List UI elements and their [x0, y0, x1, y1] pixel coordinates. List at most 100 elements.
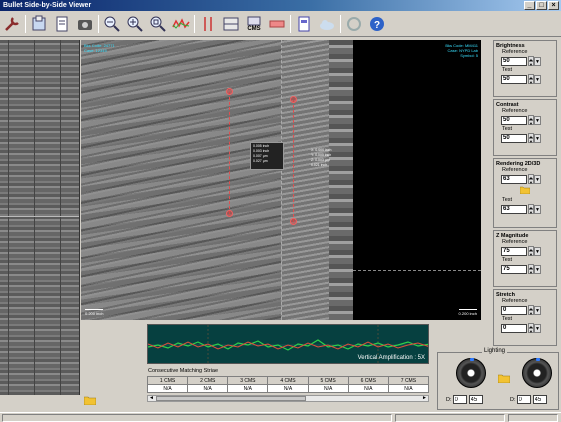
- close-button[interactable]: ×: [548, 1, 559, 10]
- brightness-test-input[interactable]: [501, 74, 527, 84]
- reference-light-distance[interactable]: [452, 395, 467, 404]
- dropdown-arrow-icon[interactable]: ▼: [534, 115, 541, 125]
- folder-icon[interactable]: [84, 395, 96, 405]
- spin-up-icon[interactable]: ▲: [528, 264, 534, 270]
- zoom-out-icon[interactable]: [102, 14, 122, 34]
- measure-lines-icon[interactable]: [198, 14, 218, 34]
- test-light-distance[interactable]: [516, 395, 531, 404]
- dropdown-arrow-icon[interactable]: ▼: [534, 74, 541, 84]
- cms-header-cell[interactable]: 5 CMS: [307, 376, 349, 385]
- spinner-arrows[interactable]: ▲ ▼: [528, 246, 534, 257]
- spin-up-icon[interactable]: ▲: [528, 74, 534, 80]
- measure-point[interactable]: [226, 210, 233, 217]
- spin-down-icon[interactable]: ▼: [528, 61, 534, 67]
- cms-header-cell[interactable]: 1 CMS: [146, 376, 189, 385]
- stretch-test-spinner[interactable]: ▲▼ ▼: [501, 323, 554, 334]
- spinner-arrows[interactable]: ▲ ▼: [528, 204, 534, 215]
- zmag-reference-spinner[interactable]: ▲▼ ▼: [501, 246, 554, 257]
- spin-down-icon[interactable]: ▼: [528, 310, 534, 316]
- dropdown-arrow-icon[interactable]: ▼: [534, 305, 541, 315]
- spin-down-icon[interactable]: ▼: [528, 138, 534, 144]
- contrast-test-input[interactable]: [501, 133, 527, 143]
- dropdown-arrow-icon[interactable]: ▼: [534, 174, 541, 184]
- document-icon[interactable]: [52, 14, 72, 34]
- measure-point[interactable]: [290, 218, 297, 225]
- striae-profile-graph[interactable]: Vertical Amplification : 5X: [147, 324, 429, 364]
- brightness-test-spinner[interactable]: ▲▼ ▼: [501, 74, 554, 85]
- spin-down-icon[interactable]: ▼: [528, 251, 534, 257]
- dropdown-arrow-icon[interactable]: ▼: [534, 246, 541, 256]
- spin-up-icon[interactable]: ▲: [528, 174, 534, 180]
- spin-down-icon[interactable]: ▼: [528, 79, 534, 85]
- brightness-reference-input[interactable]: [501, 56, 527, 66]
- cms-header-cell[interactable]: 4 CMS: [267, 376, 309, 385]
- zmag-test-input[interactable]: [501, 264, 527, 274]
- spin-up-icon[interactable]: ▲: [528, 115, 534, 121]
- reference-surface-image[interactable]: [81, 40, 281, 320]
- spinner-arrows[interactable]: ▲ ▼: [528, 305, 534, 316]
- refresh-icon[interactable]: [344, 14, 364, 34]
- contrast-reference-spinner[interactable]: ▲▼ ▼: [501, 115, 554, 126]
- zoom-in-icon[interactable]: [125, 14, 145, 34]
- spin-up-icon[interactable]: ▲: [528, 133, 534, 139]
- spin-up-icon[interactable]: ▲: [528, 323, 534, 329]
- spin-down-icon[interactable]: ▼: [528, 209, 534, 215]
- scroll-right-arrow[interactable]: ►: [422, 395, 427, 401]
- zmag-reference-input[interactable]: [501, 246, 527, 256]
- rendering-reference-input[interactable]: [501, 174, 527, 184]
- side-by-side-viewer[interactable]: Bks Code: 24771 Case: 12345 Bks Code: MM…: [81, 40, 481, 320]
- color-swatch-icon[interactable]: [267, 14, 287, 34]
- reference-light-knob[interactable]: [456, 358, 486, 388]
- contrast-reference-input[interactable]: [501, 115, 527, 125]
- test-light-angle[interactable]: [532, 395, 547, 404]
- brightness-reference-spinner[interactable]: ▲▼ ▼: [501, 56, 554, 67]
- help-icon[interactable]: ?: [367, 14, 387, 34]
- cms-button[interactable]: CMS: [244, 14, 264, 34]
- spinner-arrows[interactable]: ▲ ▼: [528, 264, 534, 275]
- stretch-reference-input[interactable]: [501, 305, 527, 315]
- cms-header-cell[interactable]: 7 CMS: [387, 376, 430, 385]
- spinner-arrows[interactable]: ▲ ▼: [528, 323, 534, 334]
- spinner-arrows[interactable]: ▲ ▼: [528, 133, 534, 144]
- spinner-arrows[interactable]: ▲ ▼: [528, 115, 534, 126]
- dropdown-arrow-icon[interactable]: ▼: [534, 133, 541, 143]
- folder-icon[interactable]: [498, 373, 510, 383]
- spin-up-icon[interactable]: ▲: [528, 246, 534, 252]
- spin-down-icon[interactable]: ▼: [528, 120, 534, 126]
- cms-header-cell[interactable]: 3 CMS: [227, 376, 269, 385]
- spin-up-icon[interactable]: ▲: [528, 56, 534, 62]
- cms-header-cell[interactable]: 2 CMS: [187, 376, 229, 385]
- stretch-test-input[interactable]: [501, 323, 527, 333]
- zmag-test-spinner[interactable]: ▲▼ ▼: [501, 264, 554, 275]
- spin-down-icon[interactable]: ▼: [528, 179, 534, 185]
- wrench-icon[interactable]: [2, 14, 22, 34]
- minimize-button[interactable]: _: [524, 1, 535, 10]
- open-icon[interactable]: [29, 14, 49, 34]
- spin-up-icon[interactable]: ▲: [528, 305, 534, 311]
- zoom-fit-icon[interactable]: [148, 14, 168, 34]
- profile-graph-icon[interactable]: [171, 14, 191, 34]
- scroll-left-arrow[interactable]: ◄: [149, 395, 154, 401]
- camera-icon[interactable]: [75, 14, 95, 34]
- reference-light-angle[interactable]: [468, 395, 483, 404]
- spinner-arrows[interactable]: ▲ ▼: [528, 56, 534, 67]
- scroll-thumb[interactable]: [156, 396, 306, 401]
- dropdown-arrow-icon[interactable]: ▼: [534, 56, 541, 66]
- spin-down-icon[interactable]: ▼: [528, 269, 534, 275]
- cms-header-cell[interactable]: 6 CMS: [347, 376, 389, 385]
- spinner-arrows[interactable]: ▲ ▼: [528, 174, 534, 185]
- spin-down-icon[interactable]: ▼: [528, 328, 534, 334]
- measure-point[interactable]: [290, 96, 297, 103]
- cms-horizontal-scrollbar[interactable]: ◄ ►: [147, 395, 429, 402]
- measure-point[interactable]: [226, 88, 233, 95]
- rendering-test-spinner[interactable]: ▲▼ ▼: [501, 204, 554, 215]
- spinner-arrows[interactable]: ▲ ▼: [528, 74, 534, 85]
- view-divider[interactable]: [281, 40, 282, 320]
- rendering-test-input[interactable]: [501, 204, 527, 214]
- reference-strip-view[interactable]: [0, 40, 80, 395]
- test-light-knob[interactable]: [522, 358, 552, 388]
- report-icon[interactable]: [294, 14, 314, 34]
- folder-icon[interactable]: [519, 186, 531, 195]
- cloud-icon[interactable]: [317, 14, 337, 34]
- dropdown-arrow-icon[interactable]: ▼: [534, 264, 541, 274]
